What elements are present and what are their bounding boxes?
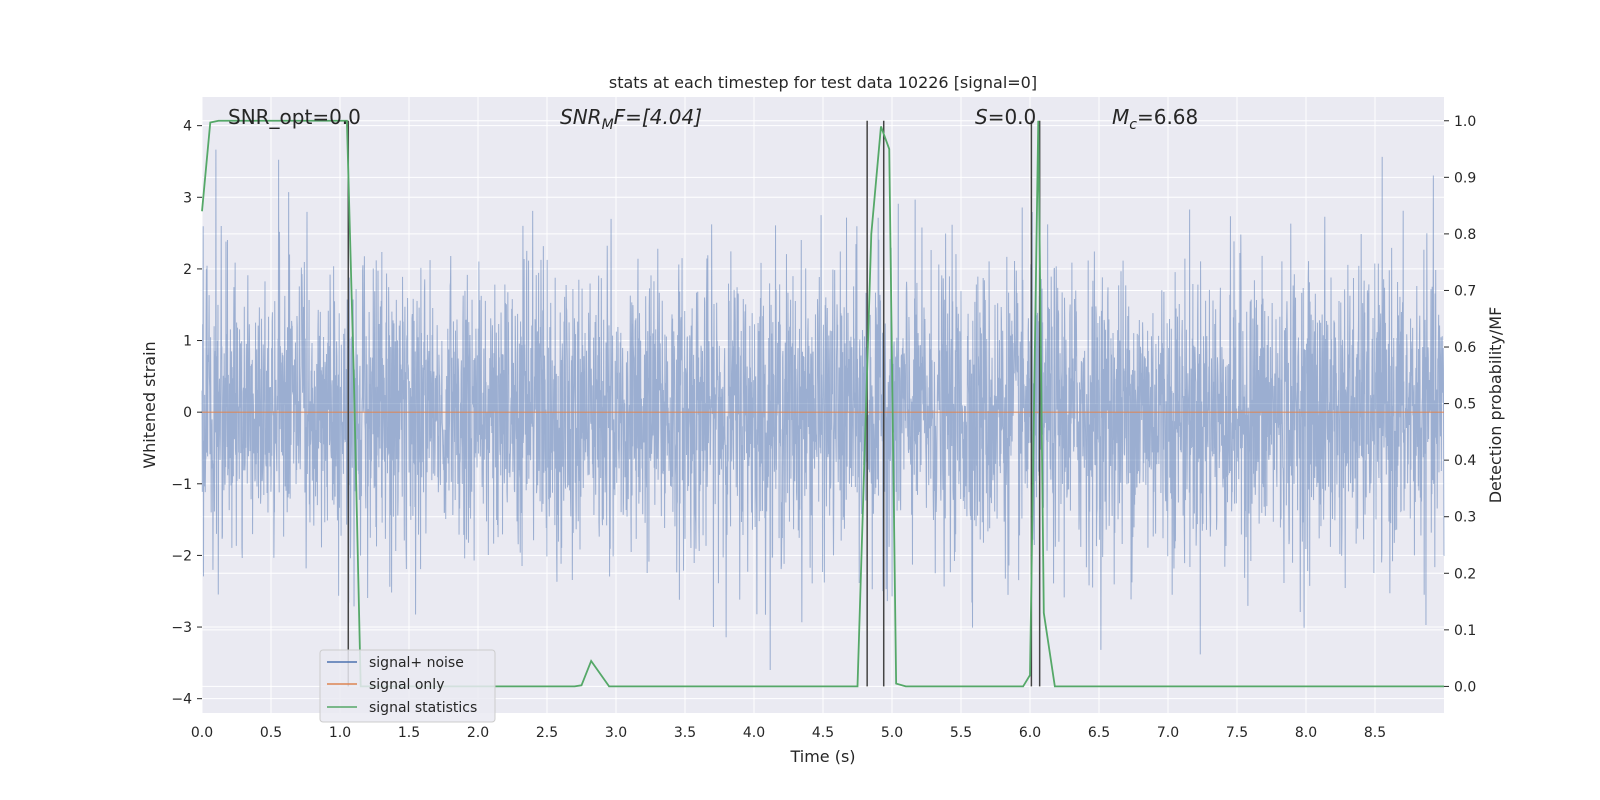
statistics-line — [201, 119, 1444, 688]
x-tick-label: 1.5 — [398, 725, 420, 741]
legend-label-noise: signal+ noise — [369, 655, 464, 671]
y-tick-label-right: 0.3 — [1454, 510, 1476, 526]
legend-label-signal-only: signal only — [369, 677, 444, 693]
annotation-s: S=0.0 — [975, 105, 1036, 129]
x-tick-label: 7.0 — [1157, 725, 1179, 741]
y-axis-label-left: Whitened strain — [140, 341, 159, 468]
s-prefix: S — [975, 105, 988, 129]
x-tick-label: 8.0 — [1295, 725, 1317, 741]
x-tick-label: 3.0 — [605, 725, 627, 741]
y-tick-label-right: 0.4 — [1454, 453, 1476, 469]
x-axis-label: Time (s) — [789, 747, 855, 766]
annotation-snr-opt: SNR_opt=0.0 — [228, 105, 361, 129]
mc-sub: c — [1129, 117, 1137, 133]
mc-suffix: =6.68 — [1137, 105, 1198, 129]
x-tick-label: 5.5 — [950, 725, 972, 741]
y-tick-label-left: −3 — [171, 620, 192, 636]
legend-label-statistics: signal statistics — [369, 700, 477, 716]
legend: signal+ noise signal only signal statist… — [319, 649, 496, 723]
x-tick-label: 2.5 — [536, 725, 558, 741]
y-tick-label-right: 0.0 — [1454, 679, 1476, 695]
y-axis-label-right: Detection probability/MF — [1486, 307, 1505, 504]
x-tick-label: 4.0 — [743, 725, 765, 741]
y-tick-label-left: −1 — [171, 477, 192, 493]
annotation-mc: Mc=6.68 — [1112, 105, 1198, 133]
x-tick-label: 7.5 — [1226, 725, 1248, 741]
y-tick-label-right: 0.2 — [1454, 566, 1476, 582]
x-tick-label: 6.0 — [1019, 725, 1041, 741]
x-tick-label: 0.0 — [191, 725, 213, 741]
snr-mf-prefix: SNR — [560, 105, 602, 129]
annotation-snr-mf: SNRMF=[4.04] — [560, 105, 702, 133]
y-tick-label-right: 0.6 — [1454, 340, 1476, 356]
x-tick-label: 5.0 — [881, 725, 903, 741]
x-tick-label: 6.5 — [1088, 725, 1110, 741]
y-tick-label-left: −4 — [171, 692, 192, 708]
y-tick-label-left: 3 — [183, 190, 192, 206]
noise-series — [201, 149, 1445, 671]
y-tick-label-right: 0.7 — [1454, 283, 1476, 299]
x-tick-label: 0.5 — [260, 725, 282, 741]
x-tick-label: 2.0 — [467, 725, 489, 741]
y-tick-label-right: 0.9 — [1454, 170, 1476, 186]
signal-statistics-series — [201, 119, 1444, 688]
x-tick-label: 3.5 — [674, 725, 696, 741]
snr-mf-sub: M — [602, 117, 614, 133]
y-tick-label-left: 0 — [183, 405, 192, 421]
x-tick-label: 1.0 — [329, 725, 351, 741]
y-tick-label-left: 2 — [183, 262, 192, 278]
x-tick-label: 8.5 — [1364, 725, 1386, 741]
chart-title: stats at each timestep for test data 102… — [609, 73, 1037, 92]
tick-labels: 0.0 0.5 1.0 1.5 2.0 2.5 3.0 3.5 4.0 4.5 5.0 5.5 6.0 6… — [171, 114, 1476, 741]
y-tick-label-left: 4 — [183, 119, 192, 135]
y-tick-label-right: 0.1 — [1454, 623, 1476, 639]
y-tick-label-left: −2 — [171, 548, 192, 564]
snr-mf-suffix: F=[4.04] — [614, 105, 702, 129]
s-suffix: =0.0 — [988, 105, 1037, 129]
legend-box — [319, 649, 496, 723]
mc-prefix: M — [1112, 105, 1129, 129]
y-tick-label-left: 1 — [183, 334, 192, 350]
y-tick-label-right: 0.5 — [1454, 397, 1476, 413]
y-tick-label-right: 0.8 — [1454, 227, 1476, 243]
y-tick-label-right: 1.0 — [1454, 114, 1476, 130]
noise-line — [201, 149, 1445, 671]
x-tick-label: 4.5 — [812, 725, 834, 741]
